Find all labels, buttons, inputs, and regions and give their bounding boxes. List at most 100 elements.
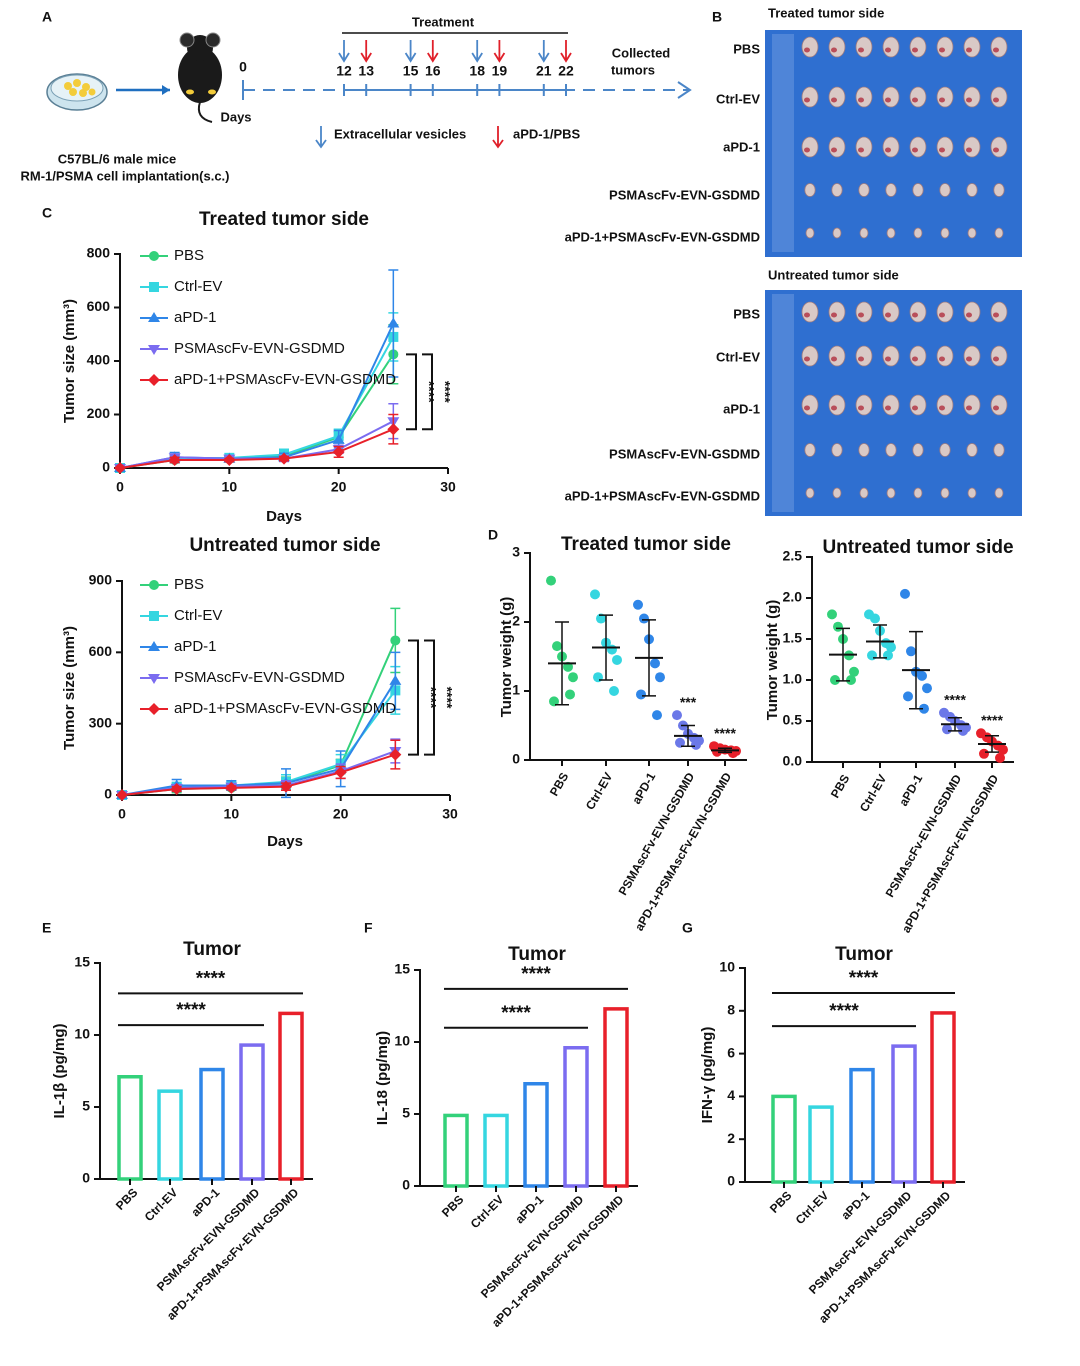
row-label: Ctrl-EV <box>716 91 760 106</box>
data-point <box>596 613 606 624</box>
sd-bar <box>718 747 732 754</box>
tumor-spot <box>831 312 837 318</box>
treatment-label: Treatment <box>412 14 475 29</box>
x-tick-label: aPD-1 <box>188 1185 222 1219</box>
photo-title: Treated tumor side <box>768 5 884 20</box>
x-tick-label: PBS <box>547 770 571 798</box>
legend-marker <box>149 611 159 621</box>
petri-dish <box>46 73 108 111</box>
legend-marker <box>149 580 159 590</box>
tumor-spot <box>804 97 810 103</box>
row-label: PBS <box>733 41 760 56</box>
tumor <box>855 301 873 323</box>
tumor <box>993 443 1005 457</box>
tumor-spot <box>831 405 837 411</box>
tumor-spot <box>939 47 945 53</box>
tumor <box>913 227 923 239</box>
panel-label: C <box>42 205 52 221</box>
marker <box>278 452 290 465</box>
arrow-head <box>162 85 170 95</box>
sd-bar <box>642 619 656 697</box>
arrow-head <box>677 81 692 99</box>
tumor <box>886 487 896 499</box>
data-point <box>922 683 932 694</box>
data-point <box>979 748 989 759</box>
ev-arrow <box>315 126 327 149</box>
tumor <box>828 345 846 367</box>
y-tick-label: 0 <box>402 1177 410 1193</box>
day-arrow <box>360 40 372 63</box>
tumor-spot <box>804 147 810 153</box>
data-point <box>612 654 622 665</box>
tumor <box>855 86 873 108</box>
mouse <box>178 32 222 123</box>
tumor <box>909 345 927 367</box>
y-axis-label: Tumor size (mm³) <box>61 626 78 750</box>
tumor-spot <box>804 47 810 53</box>
significance-label: **** <box>501 1003 531 1024</box>
legend-label: PSMAscFv-EVN-GSDMD <box>174 669 345 686</box>
y-axis-label: IFN-γ (pg/mg) <box>699 1027 716 1124</box>
y-tick-label: 0.5 <box>783 712 803 728</box>
y-axis-label: Tumor weight (g) <box>764 600 781 721</box>
significance-label: **** <box>521 964 551 985</box>
data-point <box>691 739 701 750</box>
tumor <box>990 136 1008 158</box>
significance-label: **** <box>714 725 736 741</box>
y-tick-label: 8 <box>727 1002 735 1018</box>
series-line <box>121 753 396 796</box>
tumor <box>805 487 815 499</box>
tumor-spot <box>858 312 864 318</box>
chart-title: Tumor <box>508 944 566 965</box>
tumor-spot <box>912 405 918 411</box>
tumor-spot <box>912 47 918 53</box>
tumor <box>963 36 981 58</box>
y-tick-label: 0.0 <box>783 753 803 769</box>
chart-title: Treated tumor side <box>561 534 731 555</box>
marker <box>387 423 400 436</box>
bar <box>930 1011 956 1184</box>
bar <box>849 1067 875 1184</box>
y-tick-label: 1.5 <box>783 630 803 646</box>
tumor <box>804 183 816 197</box>
x-tick-label: Ctrl-EV <box>142 1185 181 1224</box>
tumor-spot <box>885 97 891 103</box>
tumor-spot <box>858 356 864 362</box>
tumor-spot <box>966 405 972 411</box>
tumor-spot <box>858 405 864 411</box>
bar <box>199 1067 225 1181</box>
tumor <box>882 345 900 367</box>
tumor <box>886 227 896 239</box>
marker <box>387 317 400 328</box>
legend-marker <box>148 703 160 715</box>
bar <box>483 1113 509 1188</box>
y-tick-label: 2 <box>727 1130 735 1146</box>
y-tick-label: 900 <box>89 572 113 588</box>
day-label: 22 <box>558 63 574 79</box>
day-arrow <box>427 40 439 63</box>
marker <box>389 674 402 685</box>
chart-title: Tumor <box>835 944 893 965</box>
day-arrow <box>560 40 572 63</box>
day-label: 0 <box>239 59 247 75</box>
data-point <box>846 675 856 685</box>
tumor <box>801 36 819 58</box>
legend-label: aPD-1 <box>174 309 217 326</box>
data-point <box>607 644 617 655</box>
tumor <box>828 86 846 108</box>
y-tick-label: 10 <box>74 1026 90 1042</box>
data-point <box>546 575 556 586</box>
data-point <box>906 646 916 657</box>
tumor <box>963 86 981 108</box>
tumor-spot <box>939 97 945 103</box>
legend-label: Ctrl-EV <box>174 278 222 295</box>
bar <box>603 1007 629 1188</box>
y-tick-label: 800 <box>87 245 111 261</box>
tumor-spot <box>939 356 945 362</box>
tumor-spot <box>858 147 864 153</box>
series-line <box>119 428 394 469</box>
tumor <box>990 394 1008 416</box>
tumor <box>990 345 1008 367</box>
tumor-spot <box>831 47 837 53</box>
x-tick-label: PBS <box>439 1192 466 1219</box>
